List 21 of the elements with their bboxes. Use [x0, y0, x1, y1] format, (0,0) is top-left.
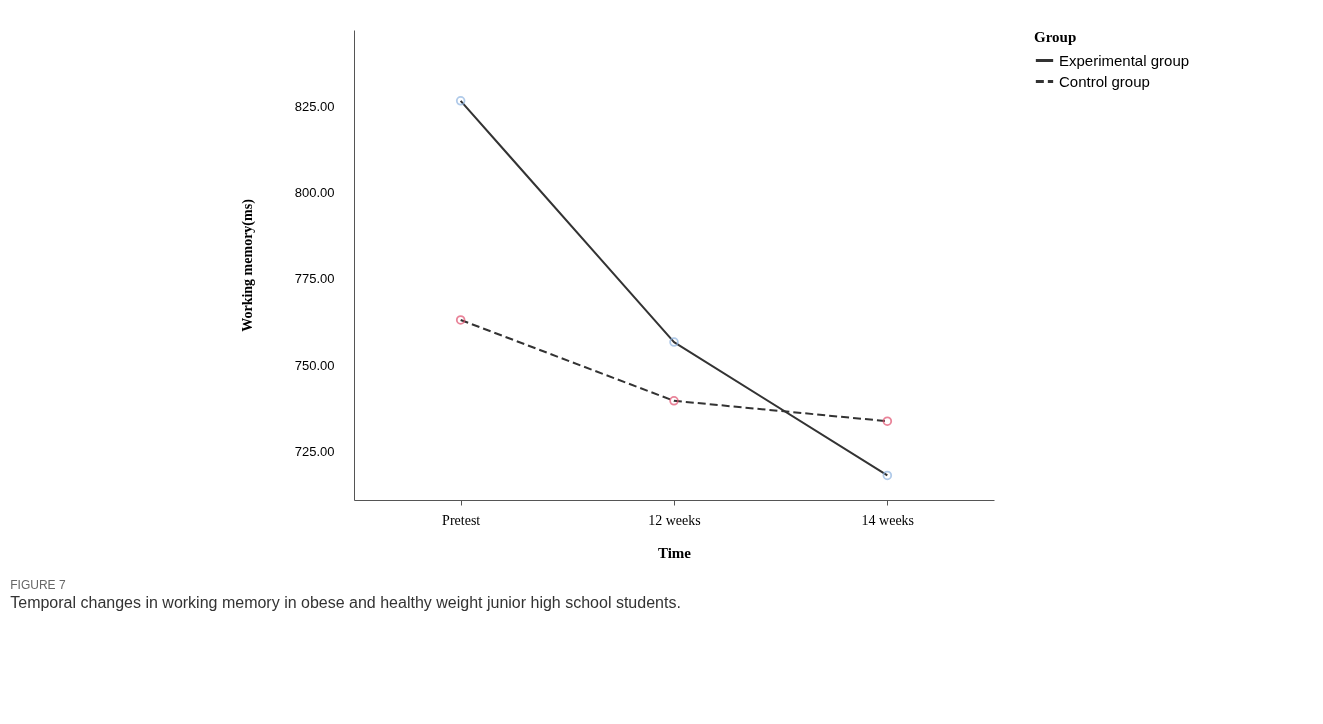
y-tick-label: 750.00: [294, 357, 335, 373]
point: [455, 96, 466, 106]
y-axis-title: Working memory(ms): [239, 198, 256, 332]
legend-label: Experimental group: [1059, 51, 1190, 69]
y-tick-label: 725.00: [294, 444, 335, 460]
legend-label: Control group: [1059, 72, 1150, 90]
legend-title: Group: [1034, 29, 1077, 45]
point: [882, 470, 893, 481]
point: [669, 396, 679, 406]
point: [669, 337, 679, 347]
x-tick-label: Pretest: [442, 512, 481, 528]
y-tick-label: 800.00: [294, 184, 335, 200]
y-tick-label: 825.00: [294, 98, 335, 114]
point: [455, 315, 466, 325]
x-tick-label: 14 weeks: [861, 512, 915, 528]
y-tick-label: 775.00: [294, 271, 335, 287]
point: [882, 416, 893, 426]
caption: FIGURE 7: [10, 578, 66, 592]
x-axis-title: Time: [657, 544, 692, 561]
x-tick-label: 12 weeks: [648, 512, 701, 528]
text: Temporal changes in working memory in obese and healthy weight junior high school students.: [10, 594, 681, 611]
